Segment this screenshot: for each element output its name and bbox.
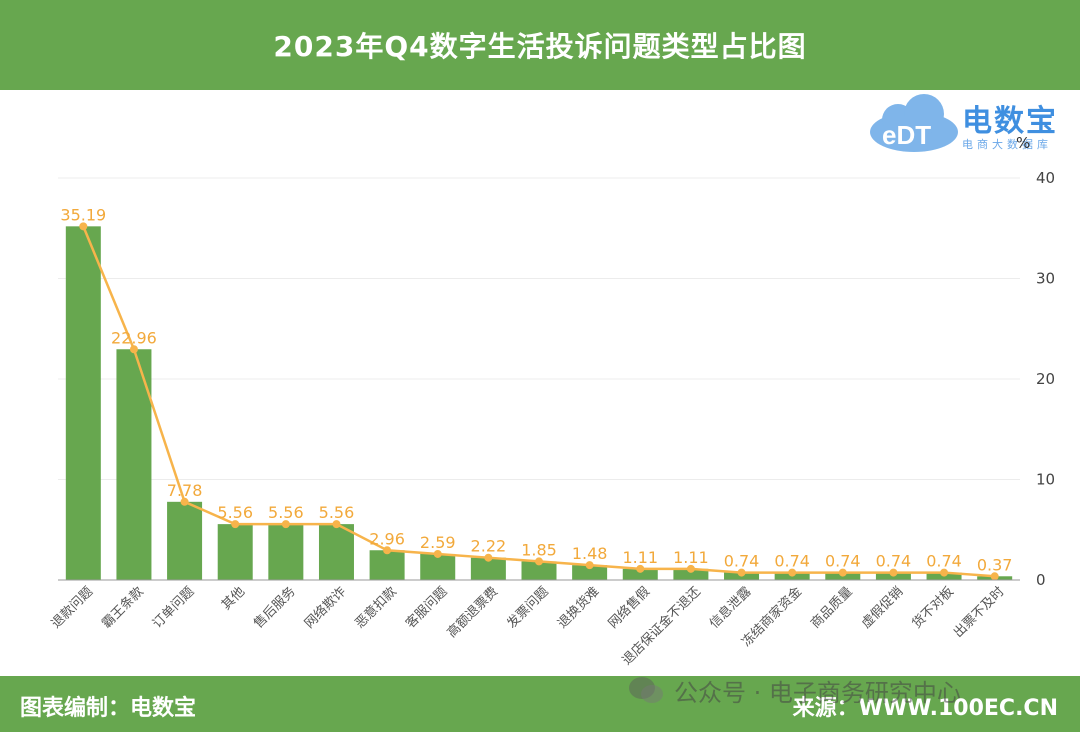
wechat-text: 公众号 · 电子商务研究中心	[674, 678, 961, 707]
x-tick-label: 出票不及时	[951, 584, 1008, 641]
data-label: 0.37	[977, 555, 1013, 574]
bar	[572, 565, 608, 580]
data-label: 0.74	[876, 552, 912, 571]
line-point	[636, 564, 645, 573]
data-label: 35.19	[60, 205, 106, 224]
bar	[65, 226, 101, 580]
line-point	[585, 561, 594, 570]
bar	[167, 501, 203, 580]
x-tick-label: 虚假促销	[859, 584, 906, 631]
x-tick-label: 信息泄露	[706, 584, 754, 632]
x-tick-label: 霸王条款	[99, 584, 147, 632]
x-tick-label: 其他	[219, 584, 248, 613]
x-tick-label: 网络售假	[605, 584, 653, 632]
bar	[217, 524, 253, 580]
bar	[369, 550, 405, 580]
line-point	[433, 549, 442, 558]
data-label: 1.11	[673, 548, 709, 567]
bar	[268, 524, 304, 580]
y-axis-unit: %	[1016, 134, 1031, 152]
data-label: 0.74	[926, 552, 962, 571]
line-point	[180, 497, 189, 506]
footer-bar: 图表编制：电数宝 来源：WWW.100EC.CN	[0, 676, 1080, 732]
x-tick-label: 网络欺诈	[301, 584, 349, 632]
x-tick-label: 高额退票费	[444, 584, 501, 641]
x-tick-label: 客服问题	[402, 584, 450, 632]
line-point	[535, 557, 543, 566]
data-label: 2.22	[471, 537, 507, 556]
chart-compiler: 图表编制：电数宝	[20, 696, 197, 721]
y-tick-label: 30	[1036, 270, 1055, 288]
line-point	[79, 222, 88, 231]
line-point	[383, 546, 392, 555]
brand-logo: eDT 电数宝 电商大数据库	[862, 92, 1072, 156]
wechat-icon	[629, 677, 663, 703]
wechat-watermark: 公众号 · 电子商务研究中心	[626, 670, 961, 710]
brand-subtitle: 电商大数据库	[962, 138, 1052, 151]
bar	[673, 568, 709, 580]
cloud-logo-icon: eDT	[870, 94, 958, 152]
brand-name: 电数宝	[962, 104, 1058, 139]
data-label: 2.96	[369, 529, 405, 548]
line-point	[281, 520, 290, 529]
x-tick-label: 货不对板	[909, 584, 957, 632]
x-tick-label: 售后服务	[251, 584, 299, 632]
svg-text:eDT: eDT	[882, 120, 931, 150]
chart-title: 2023年Q4数字生活投诉问题类型占比图	[0, 0, 1080, 90]
line-point	[484, 553, 493, 562]
y-tick-label: 0	[1036, 571, 1046, 589]
line-point	[231, 520, 240, 529]
line-point	[737, 568, 746, 577]
data-label: 1.48	[572, 544, 608, 563]
line-point	[332, 520, 341, 529]
bar	[420, 553, 456, 580]
data-label: 5.56	[268, 503, 304, 522]
bar	[521, 561, 557, 580]
y-tick-label: 10	[1036, 471, 1055, 489]
data-label: 0.74	[774, 552, 810, 571]
data-label: 0.74	[724, 552, 760, 571]
data-label: 5.56	[319, 503, 355, 522]
line-point	[940, 568, 949, 577]
x-tick-label: 恶意扣款	[352, 584, 400, 632]
data-label: 1.85	[521, 540, 557, 559]
x-tick-label: 退换货难	[554, 584, 602, 632]
bar	[470, 557, 506, 580]
line-point	[129, 345, 138, 354]
data-label: 0.74	[825, 552, 861, 571]
bar	[318, 524, 354, 580]
data-label: 7.78	[167, 481, 203, 500]
bar	[622, 568, 658, 580]
data-label: 2.59	[420, 533, 456, 552]
line-point	[788, 568, 797, 577]
y-tick-label: 40	[1036, 169, 1055, 187]
x-tick-label: 退款问题	[49, 584, 96, 631]
x-tick-label: 发票问题	[504, 584, 552, 632]
y-tick-label: 20	[1036, 370, 1055, 388]
x-tick-label: 订单问题	[150, 584, 197, 631]
x-tick-label: 商品质量	[808, 584, 855, 631]
data-source: 来源：WWW.100EC.CN	[792, 696, 1058, 721]
data-label: 22.96	[111, 328, 157, 347]
data-label: 5.56	[217, 503, 253, 522]
data-label: 1.11	[622, 548, 658, 567]
line-point	[889, 568, 898, 577]
line-point	[838, 568, 847, 577]
line-point	[686, 564, 695, 573]
